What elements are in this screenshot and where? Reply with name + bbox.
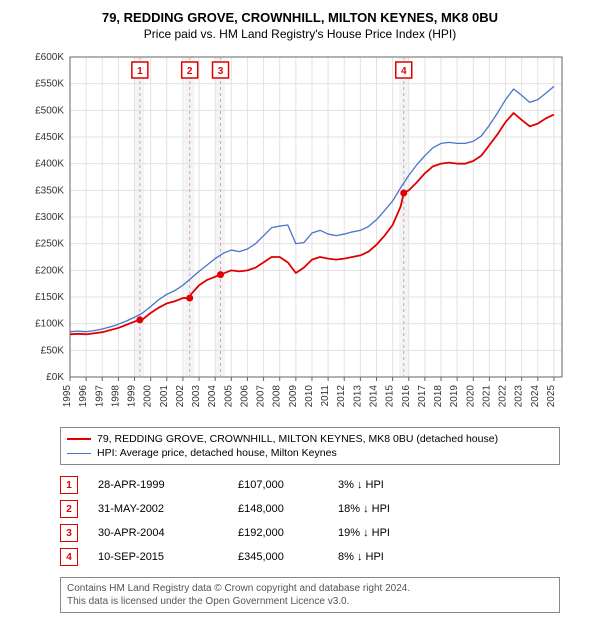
legend: 79, REDDING GROVE, CROWNHILL, MILTON KEY… (60, 427, 560, 465)
svg-text:£400K: £400K (35, 159, 64, 170)
svg-text:2002: 2002 (175, 385, 186, 408)
svg-text:3: 3 (218, 66, 224, 77)
svg-text:2012: 2012 (336, 385, 347, 408)
svg-text:£350K: £350K (35, 185, 64, 196)
svg-text:1: 1 (137, 66, 143, 77)
transaction-date: 30-APR-2004 (98, 527, 238, 539)
transaction-row: 4 10-SEP-2015£345,0008% ↓ HPI (60, 545, 560, 569)
svg-text:£200K: £200K (35, 265, 64, 276)
svg-text:2006: 2006 (239, 385, 250, 408)
svg-text:2008: 2008 (272, 385, 283, 408)
transaction-hpi-delta: 8% ↓ HPI (338, 551, 438, 563)
footer-line: Contains HM Land Registry data © Crown c… (67, 582, 553, 595)
svg-text:2010: 2010 (304, 385, 315, 408)
transaction-hpi-delta: 18% ↓ HPI (338, 503, 438, 515)
svg-text:£550K: £550K (35, 79, 64, 90)
svg-text:2013: 2013 (352, 385, 363, 408)
legend-label-hpi: HPI: Average price, detached house, Milt… (97, 447, 337, 459)
svg-text:£450K: £450K (35, 132, 64, 143)
svg-text:2018: 2018 (433, 385, 444, 408)
transaction-marker-icon: 3 (60, 524, 78, 542)
legend-swatch-property (67, 438, 91, 440)
legend-row: 79, REDDING GROVE, CROWNHILL, MILTON KEY… (67, 432, 553, 446)
footer-line: This data is licensed under the Open Gov… (67, 595, 553, 608)
svg-text:2025: 2025 (546, 385, 557, 408)
svg-text:1997: 1997 (94, 385, 105, 408)
svg-text:2021: 2021 (481, 385, 492, 408)
legend-label-property: 79, REDDING GROVE, CROWNHILL, MILTON KEY… (97, 433, 498, 445)
svg-text:2015: 2015 (385, 385, 396, 408)
svg-text:1999: 1999 (127, 385, 138, 408)
transaction-price: £192,000 (238, 527, 338, 539)
chart-area: £0K £50K £100K £150K £200K £250K £300K £350K £40… (20, 49, 580, 419)
svg-text:£50K: £50K (41, 345, 65, 356)
svg-text:2004: 2004 (207, 385, 218, 408)
transaction-price: £148,000 (238, 503, 338, 515)
svg-text:£250K: £250K (35, 239, 64, 250)
transaction-marker-icon: 2 (60, 500, 78, 518)
transaction-marker-icon: 1 (60, 476, 78, 494)
transaction-date: 28-APR-1999 (98, 479, 238, 491)
svg-text:£300K: £300K (35, 212, 64, 223)
transaction-hpi-delta: 19% ↓ HPI (338, 527, 438, 539)
svg-text:2005: 2005 (223, 385, 234, 408)
svg-text:2019: 2019 (449, 385, 460, 408)
legend-row: HPI: Average price, detached house, Milt… (67, 446, 553, 460)
transaction-row: 3 30-APR-2004£192,00019% ↓ HPI (60, 521, 560, 545)
svg-text:2000: 2000 (143, 385, 154, 408)
transaction-date: 31-MAY-2002 (98, 503, 238, 515)
svg-text:2009: 2009 (288, 385, 299, 408)
transaction-price: £107,000 (238, 479, 338, 491)
svg-text:2003: 2003 (191, 385, 202, 408)
transaction-price: £345,000 (238, 551, 338, 563)
footer-attribution: Contains HM Land Registry data © Crown c… (60, 577, 560, 613)
svg-text:2024: 2024 (530, 385, 541, 408)
svg-text:2022: 2022 (498, 385, 509, 408)
svg-text:2007: 2007 (256, 385, 267, 408)
svg-text:2011: 2011 (320, 385, 331, 407)
svg-text:4: 4 (401, 66, 407, 77)
transactions-table: 1 28-APR-1999£107,0003% ↓ HPI 2 31-MAY-2002… (60, 473, 560, 569)
svg-text:2017: 2017 (417, 385, 428, 408)
svg-text:1995: 1995 (62, 385, 73, 408)
chart-subtitle: Price paid vs. HM Land Registry's House … (10, 27, 590, 41)
svg-text:2016: 2016 (401, 385, 412, 408)
svg-text:£600K: £600K (35, 52, 64, 63)
svg-text:1996: 1996 (78, 385, 89, 408)
svg-text:1998: 1998 (110, 385, 121, 408)
chart-title: 79, REDDING GROVE, CROWNHILL, MILTON KEY… (10, 10, 590, 25)
svg-text:2023: 2023 (514, 385, 525, 408)
transaction-row: 1 28-APR-1999£107,0003% ↓ HPI (60, 473, 560, 497)
svg-text:£0K: £0K (46, 372, 64, 383)
svg-text:2014: 2014 (368, 385, 379, 408)
svg-text:£500K: £500K (35, 105, 64, 116)
svg-text:2: 2 (187, 66, 193, 77)
svg-text:£100K: £100K (35, 319, 64, 330)
transaction-marker-icon: 4 (60, 548, 78, 566)
transaction-date: 10-SEP-2015 (98, 551, 238, 563)
svg-text:£150K: £150K (35, 292, 64, 303)
legend-swatch-hpi (67, 453, 91, 454)
chart-svg: £0K £50K £100K £150K £200K £250K £300K £350K £40… (20, 49, 580, 419)
svg-text:2001: 2001 (159, 385, 170, 408)
transaction-hpi-delta: 3% ↓ HPI (338, 479, 438, 491)
transaction-row: 2 31-MAY-2002£148,00018% ↓ HPI (60, 497, 560, 521)
svg-text:2020: 2020 (465, 385, 476, 408)
